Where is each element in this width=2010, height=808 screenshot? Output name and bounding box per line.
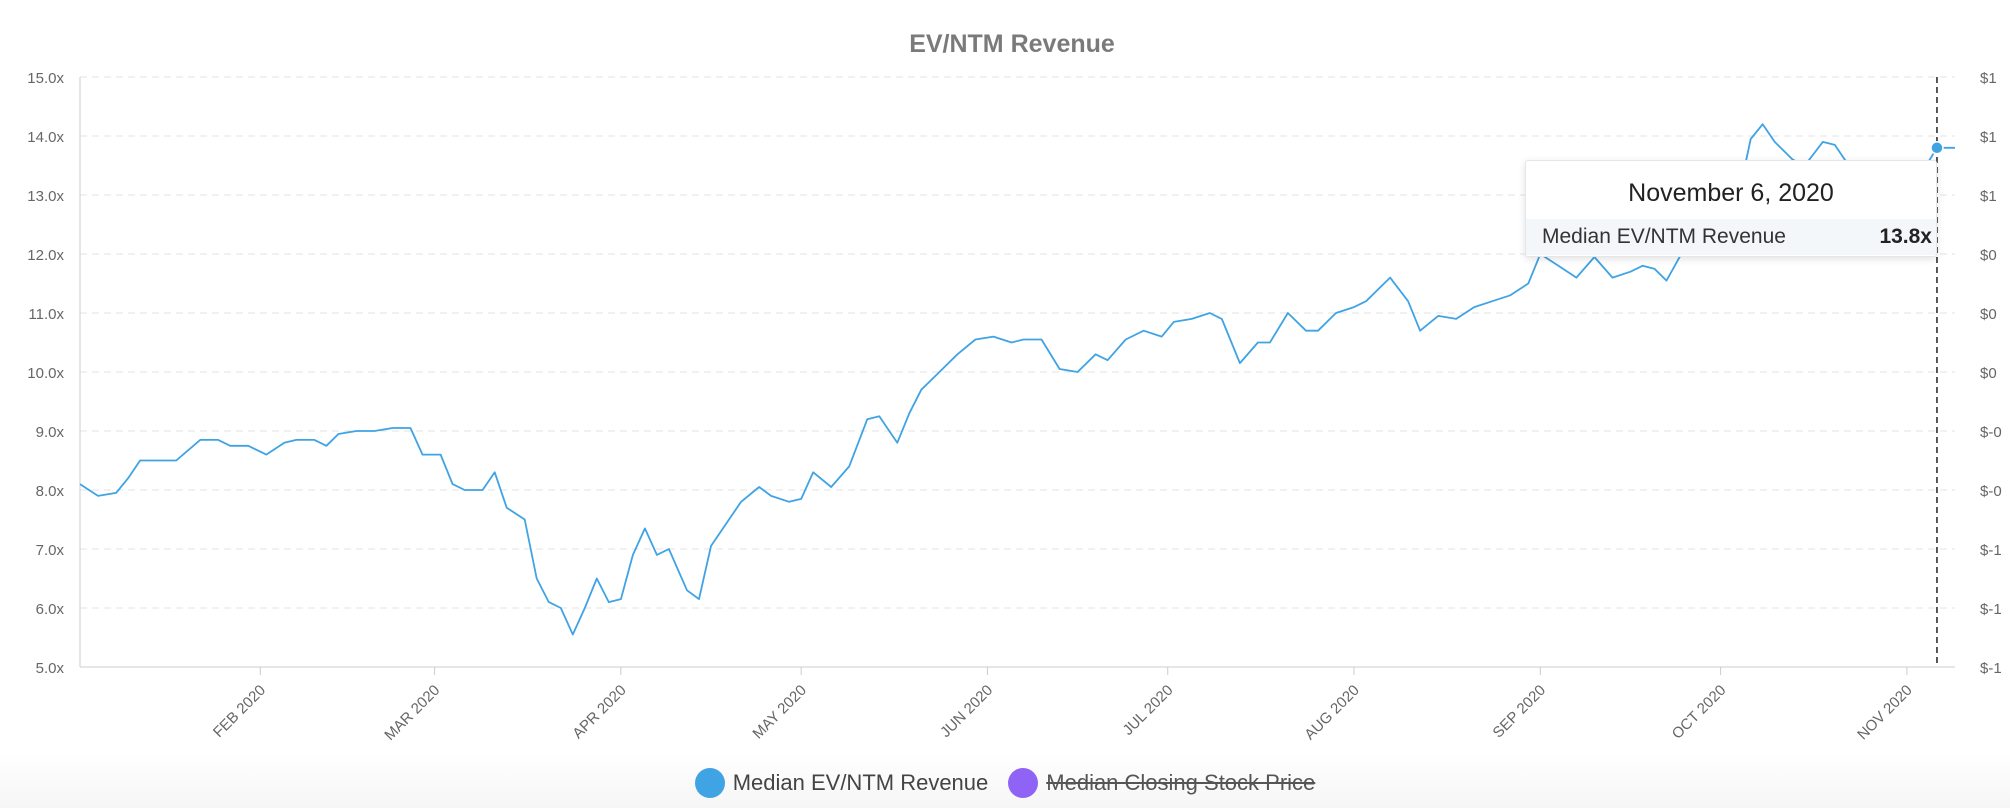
- tooltip-series-name: Median EV/NTM Revenue: [1542, 225, 1786, 248]
- y-tick-label: 14.0x: [27, 129, 64, 146]
- y-tick-label: 15.0x: [27, 70, 64, 87]
- chart-tooltip: November 6, 2020 Median EV/NTM Revenue 1…: [1525, 160, 1937, 257]
- y-tick-label: 7.0x: [36, 542, 65, 559]
- series-line-ev-ntm-revenue: [79, 123, 1955, 636]
- x-tick-label: APR 2020: [569, 682, 629, 742]
- legend-background: [0, 752, 2010, 808]
- x-tick-label: MAR 2020: [381, 682, 443, 744]
- tooltip-value: 13.8x: [1879, 225, 1932, 248]
- y2-tick-label: $0: [1980, 306, 1997, 323]
- legend-item-closing-stock-price[interactable]: Median Closing Stock Price: [1008, 768, 1315, 798]
- legend-swatch-ev-ntm-revenue: [694, 768, 725, 798]
- y2-tick-label: $-0: [1980, 424, 2002, 441]
- x-tick-label: FEB 2020: [210, 682, 269, 741]
- legend-swatch-closing-stock-price: [1008, 768, 1039, 798]
- x-axis: FEB 2020 MAR 2020 APR 2020 MAY 2020 JUN 2020…: [210, 667, 1916, 744]
- tooltip-date: November 6, 2020: [1628, 179, 1834, 207]
- y-tick-label: 13.0x: [27, 188, 64, 205]
- y-tick-label: 6.0x: [36, 601, 65, 618]
- x-tick-label: SEP 2020: [1490, 682, 1550, 742]
- y2-tick-label: $-1: [1980, 601, 2002, 618]
- y-tick-label: 9.0x: [36, 424, 65, 441]
- grid-lines: [79, 76, 1955, 668]
- x-tick-label: JUN 2020: [937, 682, 996, 741]
- x-tick-label: NOV 2020: [1854, 682, 1916, 744]
- x-tick-label: AUG 2020: [1301, 682, 1363, 744]
- legend-item-ev-ntm-revenue[interactable]: Median EV/NTM Revenue: [694, 768, 989, 798]
- legend-label: Median EV/NTM Revenue: [732, 770, 989, 795]
- y-tick-label: 12.0x: [27, 247, 64, 264]
- x-tick-label: MAY 2020: [749, 682, 810, 743]
- y-tick-label: 5.0x: [36, 660, 65, 677]
- highlight-point: [1930, 141, 1944, 155]
- y-tick-label: 8.0x: [36, 483, 65, 500]
- legend-label: Median Closing Stock Price: [1046, 770, 1316, 795]
- y2-tick-label: $0: [1980, 247, 1997, 264]
- y2-tick-label: $-0: [1980, 483, 2002, 500]
- chart-title: EV/NTM Revenue: [909, 30, 1115, 58]
- y2-tick-label: $1: [1980, 129, 1997, 146]
- x-tick-label: JUL 2020: [1120, 682, 1177, 739]
- y-axis-left: 5.0x 6.0x 7.0x 8.0x 9.0x 10.0x 11.0x 12.0x 13.0x…: [27, 70, 64, 677]
- tooltip-row: Median EV/NTM Revenue 13.8x: [1526, 219, 1936, 255]
- y-axis-right: $-1 $-1 $-1 $-0 $-0 $0 $0 $0 $1 $1 $1: [1980, 70, 2002, 677]
- y2-tick-label: $1: [1980, 188, 1997, 205]
- y2-tick-label: $-1: [1980, 542, 2002, 559]
- y2-tick-label: $-1: [1980, 660, 2002, 677]
- y-tick-label: 10.0x: [27, 365, 64, 382]
- y-tick-label: 11.0x: [28, 306, 64, 323]
- chart-legend: Median EV/NTM Revenue Median Closing Sto…: [0, 768, 2010, 798]
- x-tick-label: OCT 2020: [1669, 682, 1730, 743]
- crosshair: [1930, 77, 1944, 667]
- y2-tick-label: $1: [1980, 70, 1997, 87]
- series-layer: [79, 123, 1955, 636]
- y2-tick-label: $0: [1980, 365, 1997, 382]
